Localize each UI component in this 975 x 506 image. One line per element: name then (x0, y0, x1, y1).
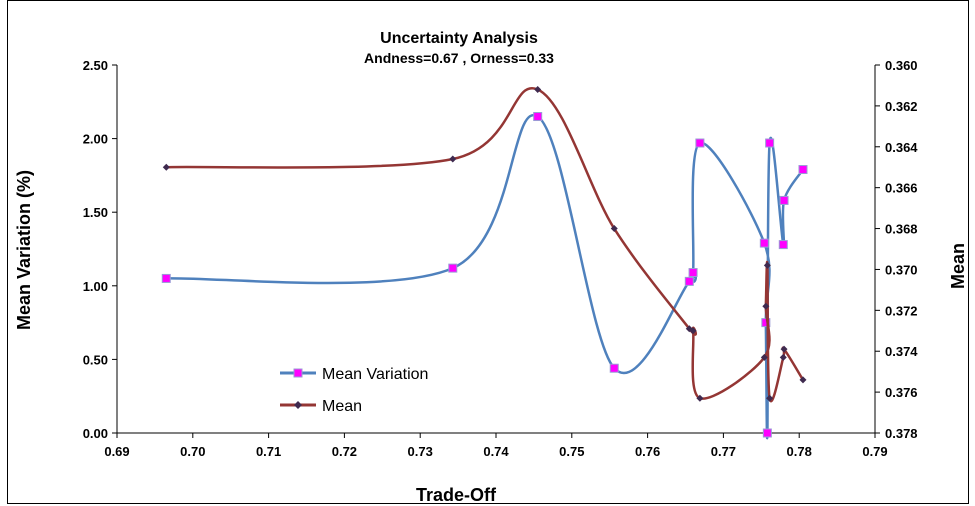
y-tick-label: 0.50 (83, 352, 108, 367)
y2-tick-label: 0.366 (885, 181, 918, 196)
x-tick-label: 0.79 (862, 444, 887, 459)
y2-tick-label: 0.368 (885, 222, 918, 237)
y2-tick-label: 0.378 (885, 426, 918, 441)
y2-tick-label: 0.370 (885, 262, 918, 277)
x-axis-title: Trade-Off (416, 485, 497, 505)
legend-label-mean-variation: Mean Variation (322, 366, 428, 383)
series-line-mean-variation (166, 113, 805, 440)
x-tick-label: 0.73 (408, 444, 433, 459)
ticks: 0.69 0.70 0.71 0.72 0.73 0.74 0.75 0.76 0.77 0.78… (83, 58, 919, 459)
data-point-mean (779, 353, 787, 361)
y-tick-label: 1.50 (83, 205, 108, 220)
legend-label-mean: Mean (322, 398, 362, 415)
data-point-mean-variation (695, 138, 705, 148)
data-point-mean (766, 394, 774, 402)
legend: Mean Variation Mean (280, 366, 428, 415)
data-point-mean-variation (609, 363, 619, 373)
data-point-mean (610, 225, 618, 233)
data-point-mean (534, 86, 542, 94)
x-tick-label: 0.77 (711, 444, 736, 459)
data-point-mean-variation (778, 240, 788, 250)
legend-item-mean-variation: Mean Variation (280, 366, 428, 383)
y-axis-title: Mean Variation (%) (14, 170, 34, 330)
y-tick-label: 0.00 (83, 426, 108, 441)
x-tick-label: 0.70 (180, 444, 205, 459)
data-point-mean-variation (161, 273, 171, 283)
x-tick-label: 0.76 (635, 444, 660, 459)
x-tick-label: 0.71 (256, 444, 281, 459)
chart-subtitle: Andness=0.67 , Orness=0.33 (364, 50, 554, 66)
data-point-mean-variation (765, 138, 775, 148)
legend-item-mean: Mean (280, 398, 362, 415)
data-point-mean (762, 302, 770, 310)
series-layer (161, 86, 808, 440)
y2-tick-label: 0.362 (885, 99, 918, 114)
data-point-mean-variation (533, 112, 543, 122)
data-point-mean (763, 261, 771, 269)
data-point-mean-variation (779, 195, 789, 205)
chart-frame (7, 0, 969, 504)
legend-marker-mean-variation (293, 368, 303, 378)
data-point-mean-variation (684, 276, 694, 286)
y2-tick-label: 0.372 (885, 303, 918, 318)
data-point-mean (780, 345, 788, 353)
y2-axis-title: Mean (948, 243, 968, 289)
y-tick-label: 1.00 (83, 279, 108, 294)
data-point-mean (449, 155, 457, 163)
data-point-mean (696, 394, 704, 402)
x-tick-label: 0.69 (104, 444, 129, 459)
y-tick-label: 2.50 (83, 58, 108, 73)
data-point-mean (799, 376, 807, 384)
chart-title: Uncertainty Analysis (380, 30, 538, 47)
series-line-mean (166, 86, 805, 403)
data-point-mean-variation (448, 263, 458, 273)
data-point-mean-variation (688, 268, 698, 278)
y2-tick-label: 0.360 (885, 58, 918, 73)
legend-marker-mean (294, 401, 302, 409)
y-tick-label: 2.00 (83, 132, 108, 147)
data-point-mean (689, 327, 697, 335)
data-point-mean-variation (798, 165, 808, 175)
data-point-mean (162, 163, 170, 171)
x-tick-label: 0.75 (559, 444, 584, 459)
data-point-mean (760, 353, 768, 361)
y2-tick-label: 0.376 (885, 385, 918, 400)
axes (116, 65, 876, 434)
x-tick-label: 0.74 (483, 444, 509, 459)
data-point-mean-variation (762, 428, 772, 438)
y2-tick-label: 0.374 (885, 344, 918, 359)
y2-tick-label: 0.364 (885, 140, 918, 155)
data-point-mean-variation (759, 238, 769, 248)
x-tick-label: 0.72 (332, 444, 357, 459)
x-tick-label: 0.78 (787, 444, 812, 459)
